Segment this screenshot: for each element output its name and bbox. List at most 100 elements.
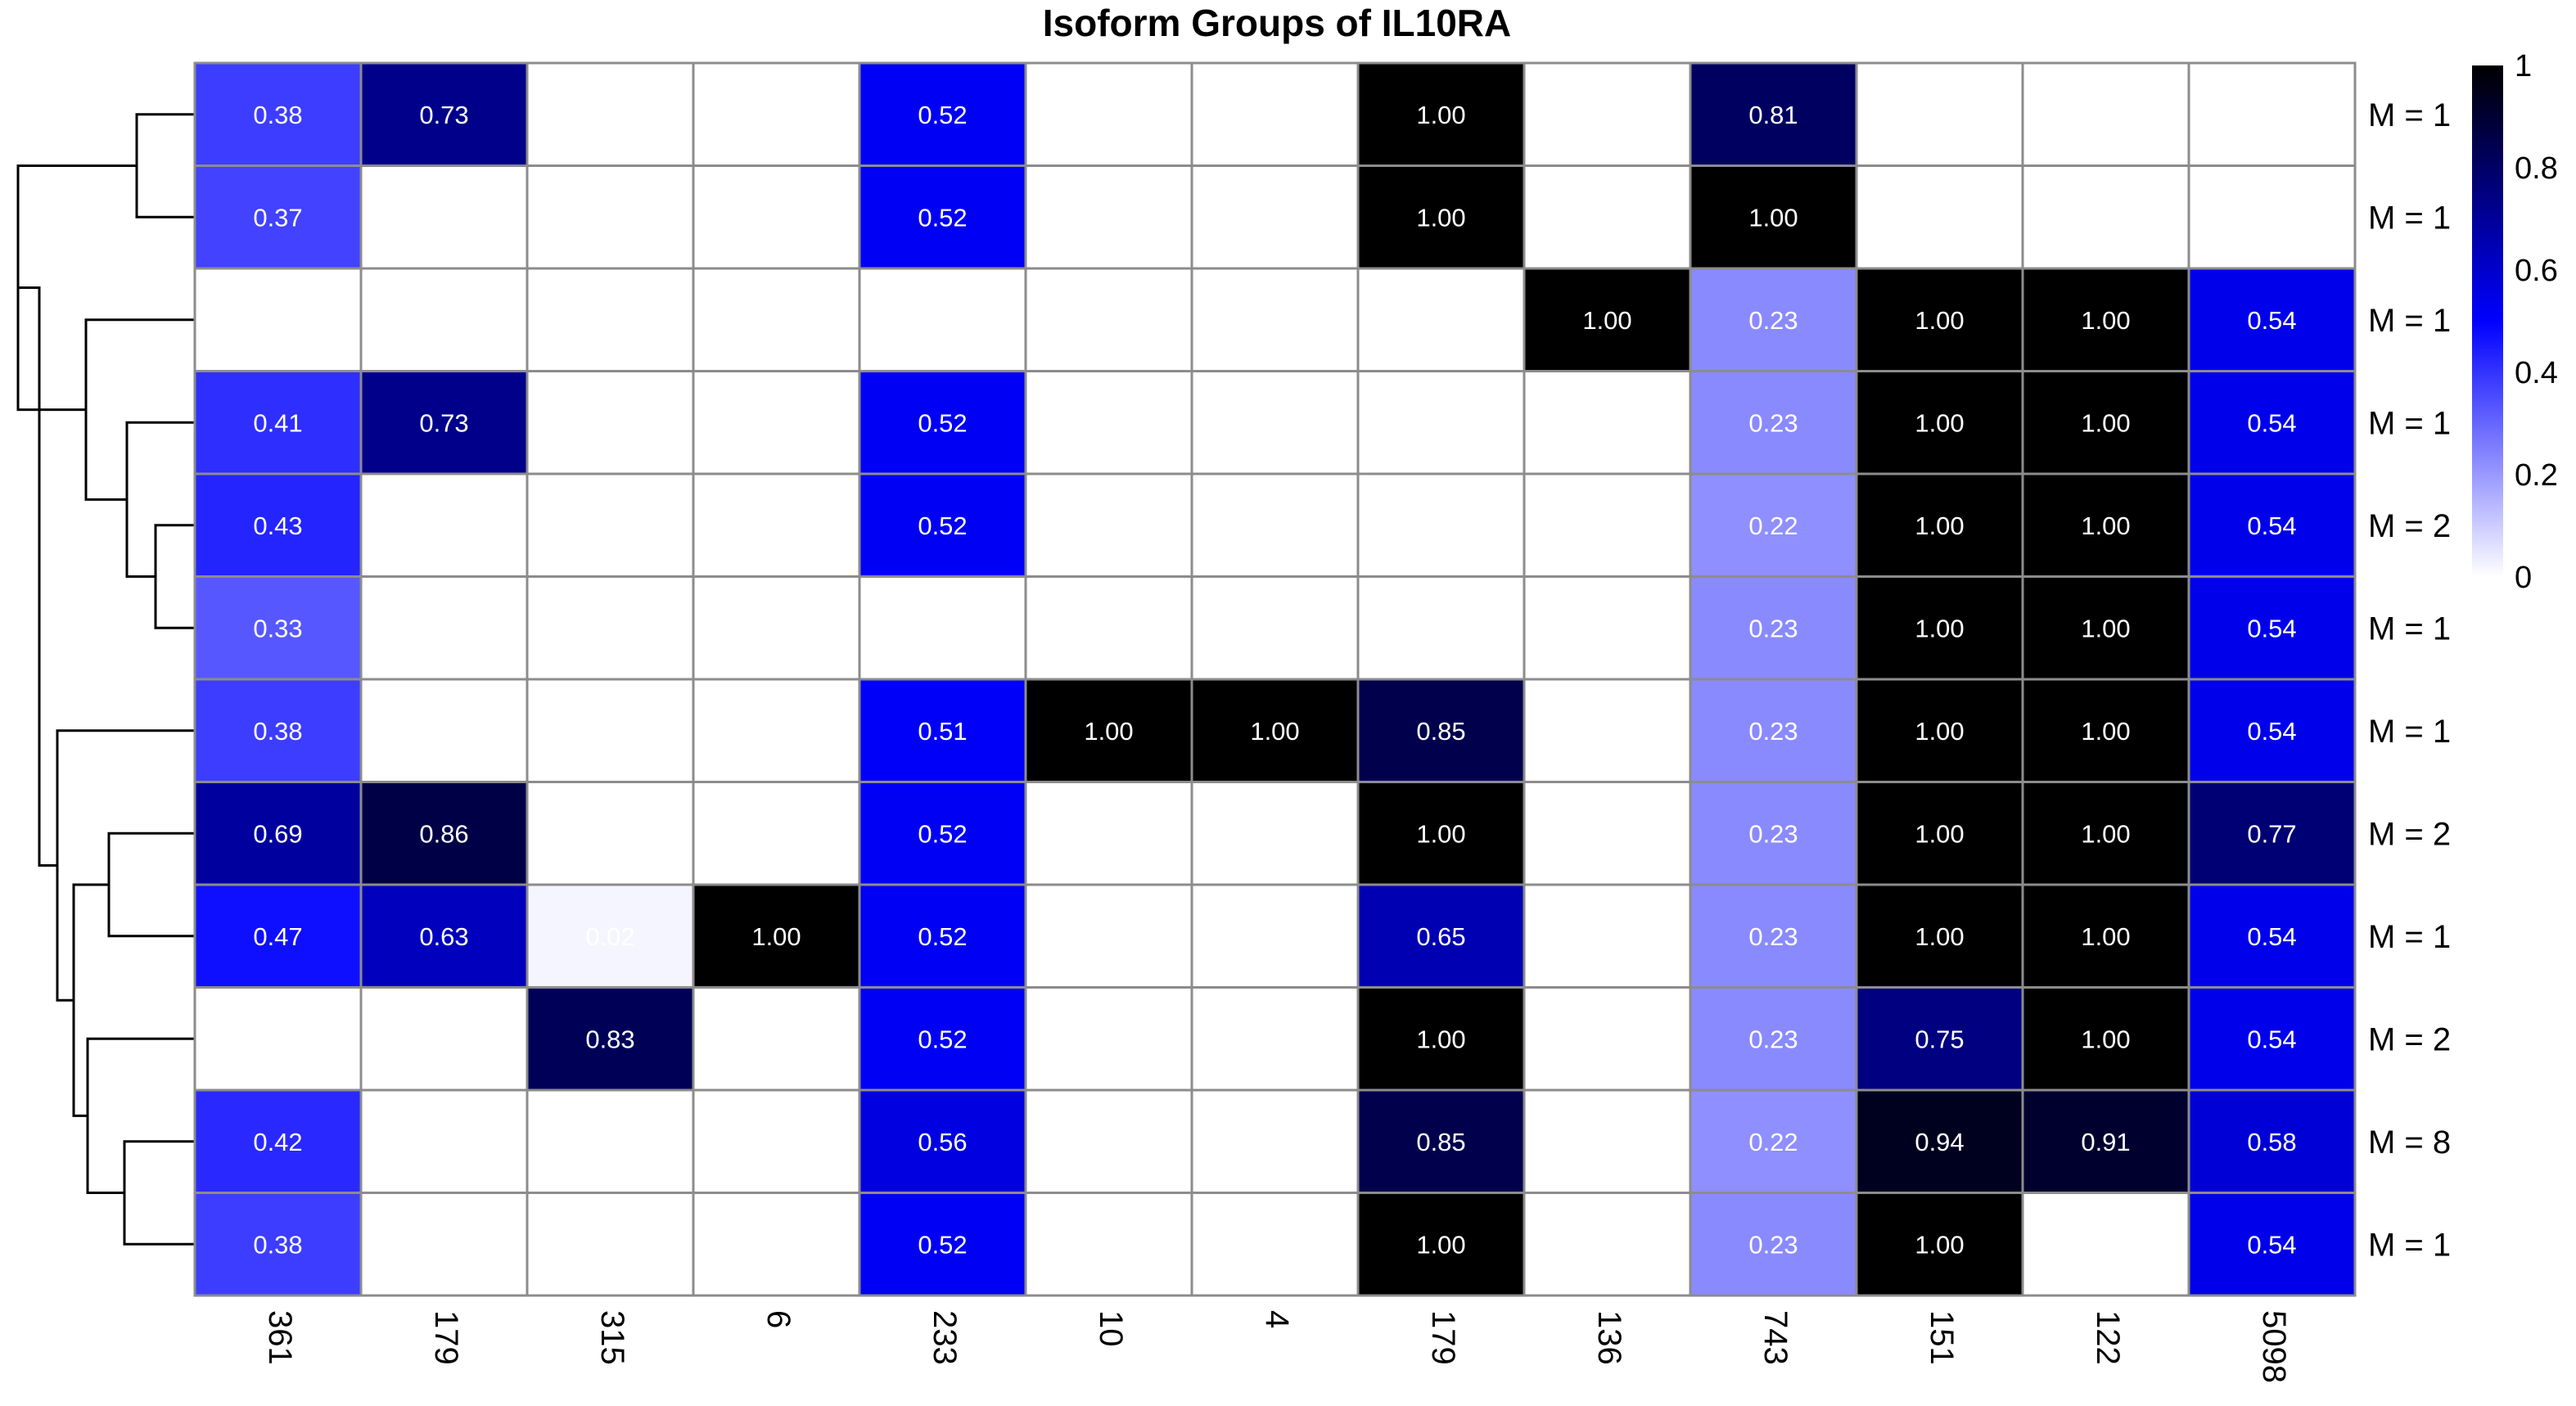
cell-value-label: 0.23 [1748, 922, 1798, 951]
row-label: M = 1 [2368, 1227, 2451, 1263]
heatmap-cell [1855, 575, 2024, 681]
cell-value-label: 0.52 [918, 1025, 967, 1053]
cell-value-label: 1.00 [1915, 511, 1964, 540]
heatmap-cell [2187, 883, 2357, 989]
column-label: 743 [1757, 1310, 1793, 1365]
cell-value-label: 1.00 [2081, 1025, 2130, 1053]
dendrogram-link [125, 421, 195, 578]
row-label: M = 2 [2368, 1021, 2451, 1057]
heatmap-cell [526, 575, 695, 681]
heatmap-cell [1190, 472, 1360, 578]
heatmap-cell [1190, 1088, 1360, 1194]
cell-value-label: 0.54 [2247, 1230, 2296, 1259]
cell-value-label: 0.41 [253, 408, 302, 437]
row-label: M = 1 [2368, 611, 2451, 647]
heatmap-cell [359, 986, 529, 1092]
heatmap-cell [1024, 1192, 1193, 1297]
row-dendrogram [16, 113, 195, 1246]
heatmap-cell [193, 267, 363, 372]
cell-value-label: 1.00 [1582, 306, 1631, 335]
column-label: 151 [1924, 1310, 1960, 1365]
heatmap-cell [1689, 472, 1858, 578]
cell-value-label: 0.81 [1748, 101, 1798, 129]
cell-value-label: 0.86 [419, 819, 468, 848]
heatmap-cell [692, 883, 861, 989]
heatmap-cell [359, 164, 529, 270]
heatmap-cell [193, 164, 363, 270]
cell-value-label: 1.00 [1915, 819, 1964, 848]
cell-value-label: 0.52 [918, 1230, 967, 1259]
cell-value-label: 0.54 [2247, 922, 2296, 951]
colorbar-tick-label: 0 [2515, 561, 2532, 595]
cell-value-label: 1.00 [2081, 306, 2130, 335]
heatmap-cell [193, 1192, 363, 1297]
heatmap-cell [1523, 267, 1692, 372]
heatmap-cell [1190, 61, 1360, 167]
heatmap-cell [1689, 883, 1858, 989]
row-labels: M = 1 M = 1 M = 1 M = 1 M = 2 M = 1 M = 1 M = 2… [2368, 97, 2451, 1264]
row-label: M = 1 [2368, 714, 2451, 750]
cell-value-label: 0.47 [253, 922, 302, 951]
heatmap-cell [1190, 986, 1360, 1092]
heatmap-cell [1024, 986, 1193, 1092]
cell-value-label: 0.23 [1748, 408, 1798, 437]
heatmap-cell [692, 267, 861, 372]
cell-value-label: 0.52 [918, 203, 967, 232]
cell-value-label: 1.00 [2081, 717, 2130, 746]
heatmap-cell [193, 1088, 363, 1194]
row-label: M = 1 [2368, 405, 2451, 441]
heatmap-cell [1024, 575, 1193, 681]
heatmap-cell [359, 1088, 529, 1194]
heatmap-cell [2021, 61, 2190, 167]
heatmap-cell [1689, 986, 1858, 1092]
heatmap-cell [1855, 164, 2024, 270]
heatmap-cell [2187, 472, 2357, 578]
cell-value-label: 1.00 [1084, 717, 1133, 746]
heatmap-cell [858, 1192, 1027, 1297]
cell-value-label: 0.83 [585, 1025, 634, 1053]
heatmap-cell [1024, 370, 1193, 475]
heatmap-cells: 0.38 0.73 0.52 1.00 0.81 0.37 0.52 1.00 1.00 1.00… [193, 61, 2357, 1297]
heatmap-cell [193, 575, 363, 681]
cell-value-label: 0.52 [918, 511, 967, 540]
heatmap-cell [2187, 1088, 2357, 1194]
cell-value-label: 0.85 [1416, 717, 1465, 746]
cell-value-label: 0.73 [419, 101, 468, 129]
cell-value-label: 0.69 [253, 819, 302, 848]
cell-value-label: 0.38 [253, 1230, 302, 1259]
column-label: 10 [1093, 1310, 1129, 1347]
cell-value-label: 0.52 [918, 922, 967, 951]
column-label: 179 [1425, 1310, 1461, 1365]
heatmap-cell [1523, 164, 1692, 270]
heatmap-cell [2187, 575, 2357, 681]
cell-value-label: 0.56 [918, 1128, 967, 1156]
heatmap-cell [2021, 781, 2190, 886]
cell-value-label: 0.85 [1416, 1128, 1465, 1156]
heatmap-cell [359, 883, 529, 989]
cell-value-label: 0.58 [2247, 1128, 2296, 1156]
heatmap-cell [2021, 1192, 2190, 1297]
dendrogram-link [123, 1140, 195, 1246]
heatmap-cell [692, 370, 861, 475]
heatmap-cell [692, 1192, 861, 1297]
cell-value-label: 1.00 [1915, 717, 1964, 746]
heatmap-cell [1190, 883, 1360, 989]
heatmap-cell [1689, 575, 1858, 681]
cell-value-label: 1.00 [1915, 408, 1964, 437]
heatmap-cell [1356, 1088, 1526, 1194]
colorbar-gradient [2472, 65, 2503, 577]
cell-value-label: 0.23 [1748, 717, 1798, 746]
heatmap-cell [526, 1192, 695, 1297]
cell-value-label: 0.37 [253, 203, 302, 232]
heatmap-cell [2187, 678, 2357, 783]
heatmap-cell [692, 164, 861, 270]
cell-value-label: 0.77 [2247, 819, 2296, 848]
dendrogram-link [18, 286, 57, 867]
heatmap-cell [1689, 267, 1858, 372]
heatmap-cell [1523, 986, 1692, 1092]
dendrogram-link [72, 883, 109, 1117]
heatmap-cell [1024, 164, 1193, 270]
heatmap-cell [1190, 781, 1360, 886]
heatmap-cell [1689, 678, 1858, 783]
heatmap-cell [1689, 164, 1858, 270]
